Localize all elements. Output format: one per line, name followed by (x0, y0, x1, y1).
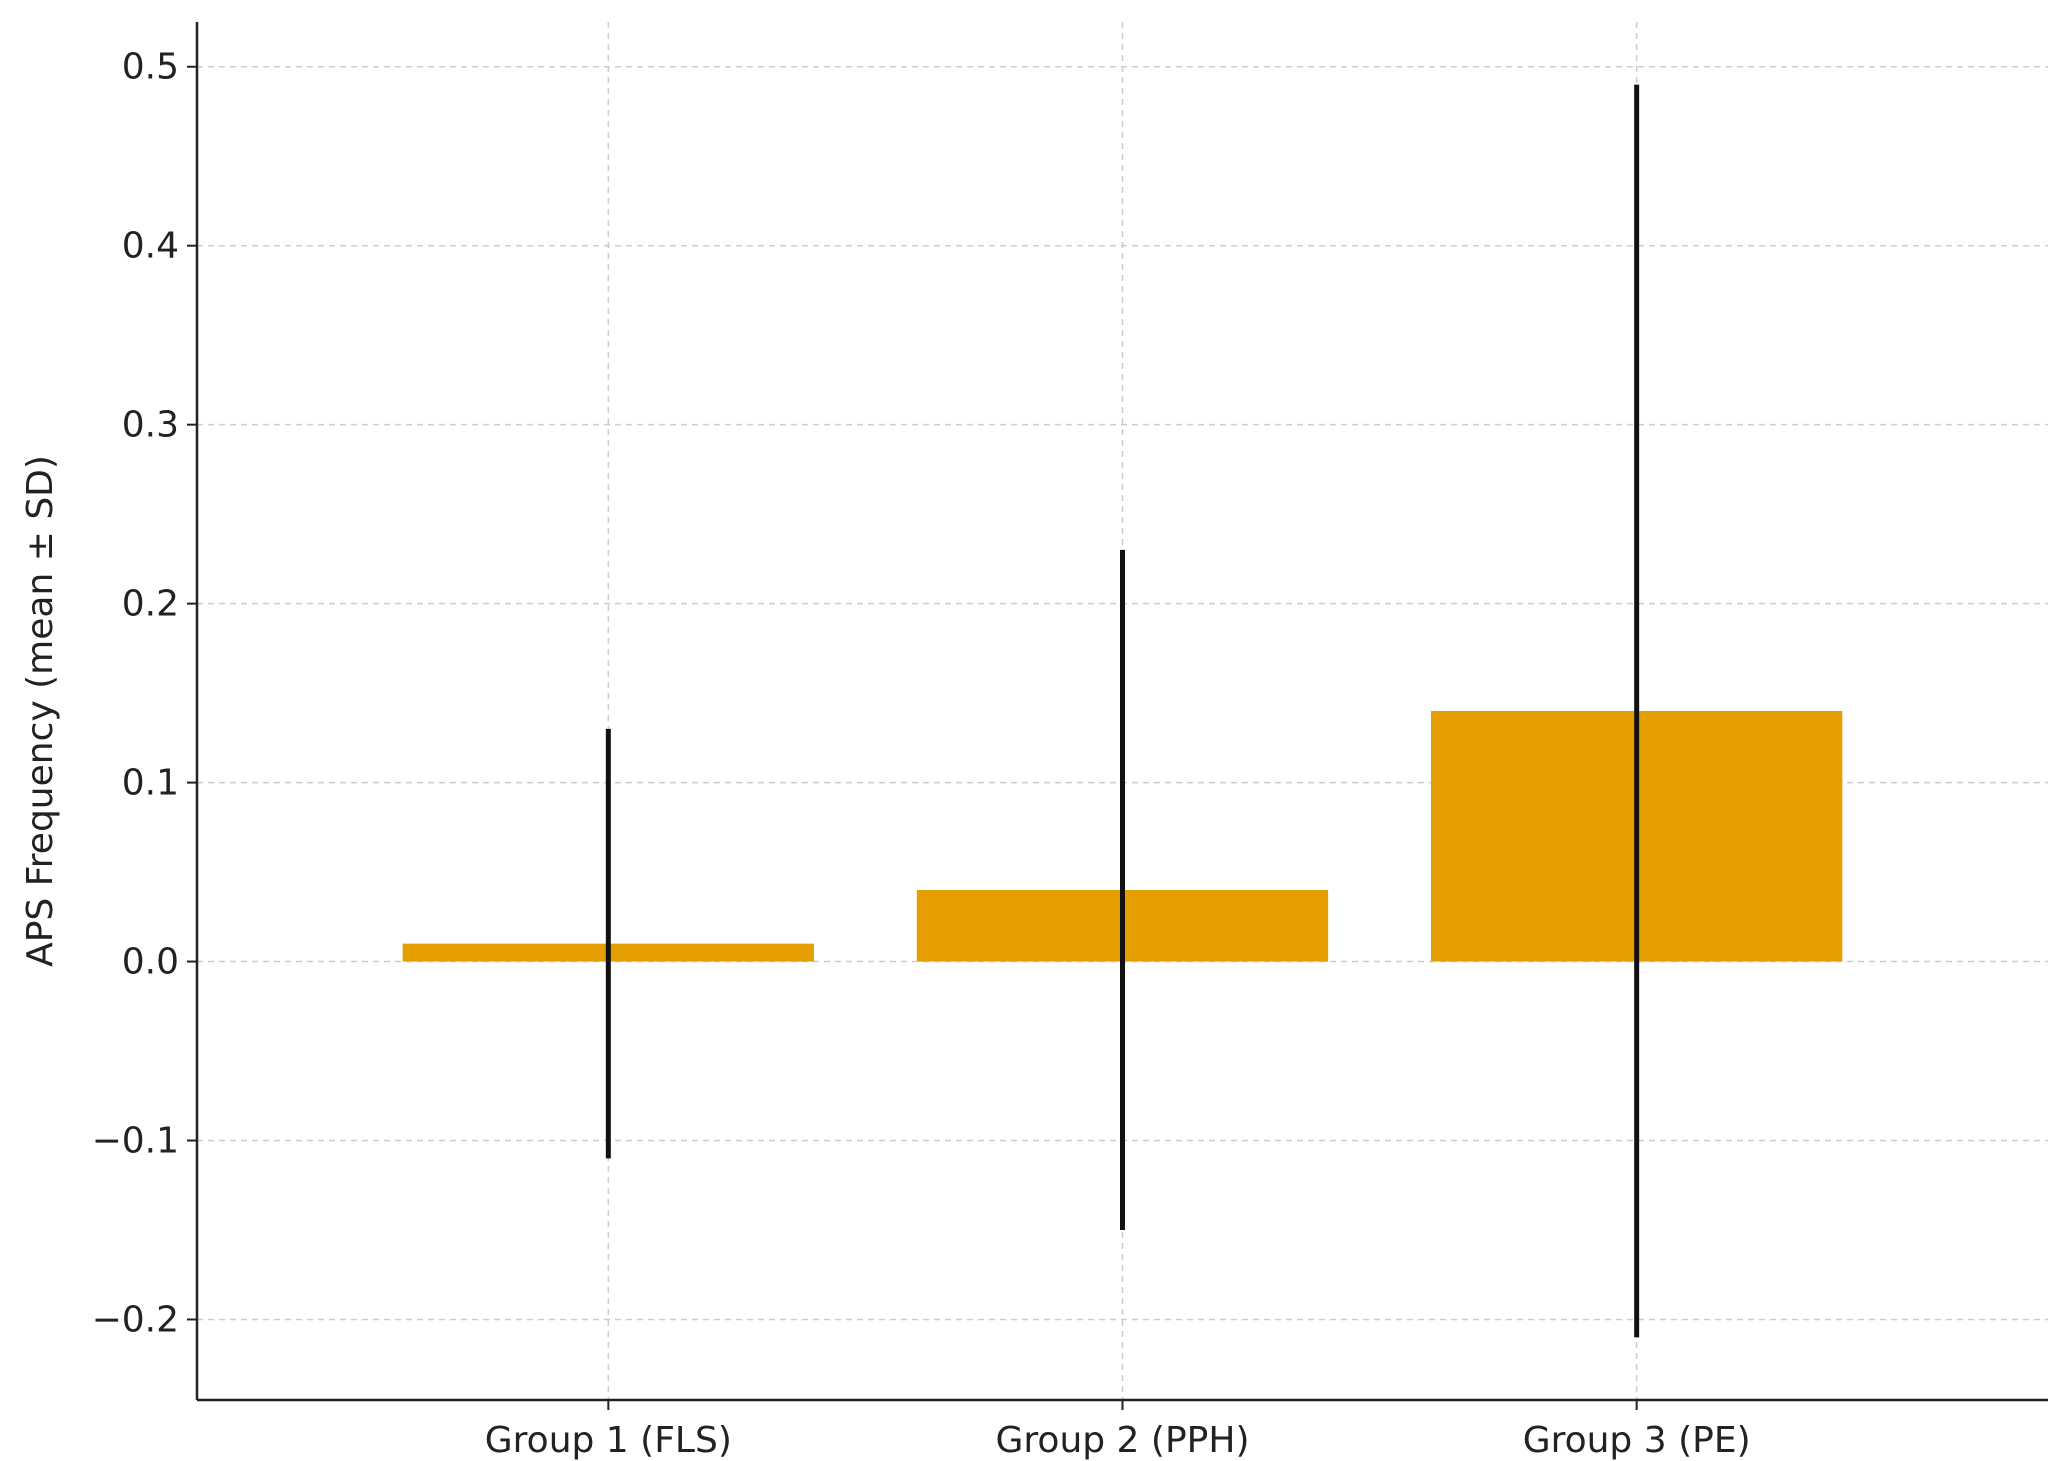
y-tick-label: 0.5 (122, 47, 179, 88)
y-axis-label: APS Frequency (mean ± SD) (20, 455, 61, 967)
y-tick-label: 0.1 (122, 763, 179, 804)
y-tick-label: 0.2 (122, 584, 179, 625)
y-tick-label: −0.2 (92, 1299, 179, 1340)
x-tick-label: Group 1 (FLS) (485, 1420, 732, 1461)
y-tick-label: 0.4 (122, 226, 179, 267)
x-tick-label: Group 2 (PPH) (996, 1420, 1250, 1461)
y-tick-label: 0.3 (122, 405, 179, 446)
y-tick-label: 0.0 (122, 942, 179, 983)
error-bars-layer (605, 84, 1640, 1338)
x-tick-label: Group 3 (PE) (1523, 1420, 1751, 1461)
x-ticks-layer: Group 1 (FLS) Group 2 (PPH) Group 3 (PE) (485, 1400, 1751, 1461)
y-ticks-layer: −0.2 −0.1 0.0 0.1 0.2 0.3 0.4 0.5 (92, 47, 197, 1340)
y-tick-label: −0.1 (92, 1121, 179, 1162)
